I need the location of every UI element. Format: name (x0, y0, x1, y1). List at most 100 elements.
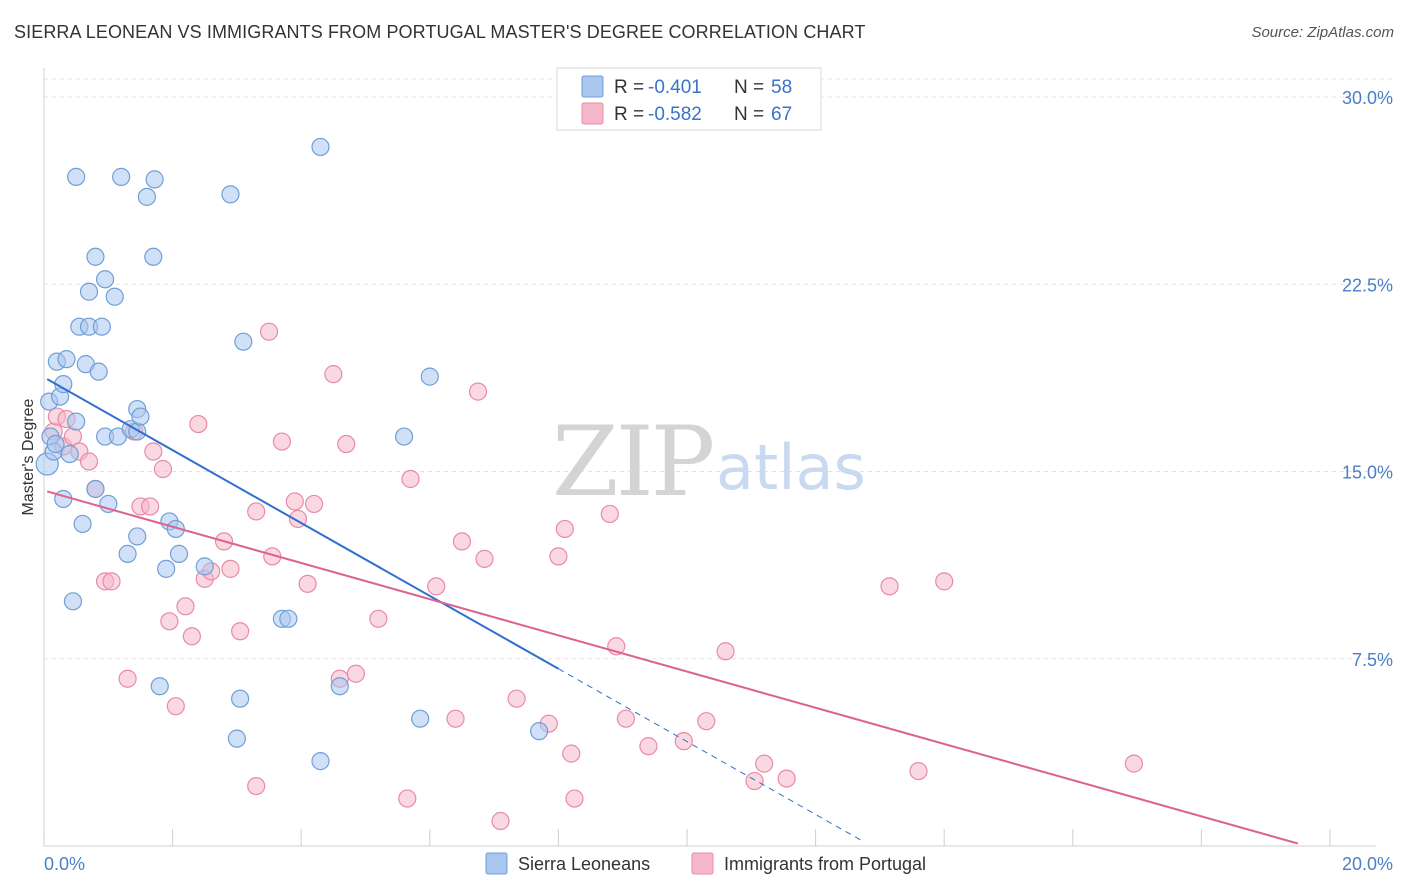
point-portugal-63 (777, 769, 796, 788)
point-portugal-66 (935, 572, 954, 591)
point-portugal-59 (697, 712, 716, 731)
point-portugal-40 (398, 789, 417, 808)
trend-line-sierra-leoneans (46, 378, 559, 670)
legend-r-value-blue: -0.401 (648, 77, 702, 98)
point-portugal-58 (674, 732, 693, 751)
legend-swatch-blue (581, 75, 604, 98)
legend-n-value-pink: 67 (771, 104, 792, 125)
point-sierra-leonean-35 (137, 187, 156, 206)
point-sierra-leonean-26 (105, 287, 124, 306)
legend-r-value-pink: -0.582 (648, 104, 702, 125)
bottom-legend-swatch-pink (691, 852, 714, 875)
y-tick-labels: 7.5% 15.0% 22.5% 30.0% (1342, 88, 1393, 670)
point-portugal-50 (549, 547, 568, 566)
point-sierra-leonean-41 (166, 519, 185, 539)
point-portugal-27 (247, 502, 266, 521)
point-sierra-leonean-23 (95, 270, 115, 289)
point-sierra-leonean-36 (144, 247, 163, 266)
bottom-legend-label-sierra-leoneans: Sierra Leoneans (518, 854, 650, 874)
point-portugal-33 (298, 574, 317, 593)
point-portugal-62 (755, 754, 774, 773)
bottom-legend-label-immigrants-from-portugal: Immigrants from Portugal (724, 854, 926, 874)
point-portugal-52 (562, 744, 581, 763)
point-portugal-10 (118, 669, 137, 688)
point-portugal-25 (231, 622, 250, 641)
point-portugal-13 (140, 497, 160, 516)
point-portugal-43 (446, 709, 465, 728)
trend-lines (46, 378, 1299, 845)
point-portugal-6 (79, 452, 99, 471)
point-sierra-leonean-9 (57, 350, 76, 369)
point-portugal-56 (616, 709, 636, 728)
point-portugal-9 (102, 572, 121, 591)
chart-title: SIERRA LEONEAN VS IMMIGRANTS FROM PORTUG… (14, 22, 866, 42)
series-immigrants-from-portugal (44, 322, 1143, 831)
point-portugal-16 (160, 612, 179, 631)
point-portugal-67 (1124, 754, 1143, 773)
x-tick-label-max: 20.0% (1342, 854, 1393, 874)
legend-swatch-pink (581, 102, 604, 125)
point-sierra-leonean-15 (73, 514, 92, 534)
point-sierra-leonean-11 (63, 592, 83, 611)
point-portugal-57 (639, 737, 658, 756)
point-portugal-34 (304, 494, 324, 514)
grid-lines (44, 78, 1393, 660)
point-sierra-leonean-32 (128, 527, 147, 546)
point-portugal-61 (745, 771, 764, 791)
point-sierra-leonean-55 (420, 367, 439, 386)
point-portugal-28 (259, 322, 279, 341)
point-sierra-leonean-12 (67, 167, 86, 186)
point-portugal-18 (176, 597, 195, 616)
point-sierra-leonean-13 (67, 412, 86, 431)
point-sierra-leonean-31 (128, 422, 147, 441)
point-portugal-41 (401, 469, 420, 489)
point-sierra-leonean-51 (311, 752, 330, 771)
trend-line-immigrants-from-portugal (46, 490, 1299, 845)
watermark-atlas: atlas (716, 431, 866, 504)
y-axis-title: Master's Degree (20, 398, 37, 515)
point-sierra-leonean-44 (221, 185, 240, 204)
point-sierra-leonean-49 (279, 609, 298, 628)
point-portugal-37 (337, 434, 356, 454)
point-portugal-53 (565, 789, 584, 808)
watermark: ZIP atlas (552, 406, 866, 518)
legend: R = -0.401 N = 58 R = -0.582 N = 67 (556, 67, 822, 131)
point-portugal-14 (144, 442, 163, 461)
y-tick-label-2: 22.5% (1342, 275, 1393, 295)
y-tick-label-3: 30.0% (1342, 88, 1393, 108)
point-portugal-60 (716, 642, 735, 661)
point-portugal-44 (452, 532, 472, 551)
point-portugal-46 (475, 549, 494, 568)
trend-line-sierra-leoneans-extension (558, 668, 865, 843)
x-tick-label-min: 0.0% (44, 854, 85, 874)
point-sierra-leonean-29 (118, 544, 137, 563)
point-sierra-leonean-17 (79, 282, 99, 301)
point-sierra-leonean-42 (169, 544, 189, 563)
point-portugal-15 (153, 459, 173, 479)
point-portugal-31 (285, 492, 304, 511)
point-sierra-leonean-39 (157, 559, 176, 578)
point-portugal-24 (221, 559, 240, 578)
point-sierra-leonean-56 (530, 722, 549, 741)
point-portugal-20 (189, 414, 208, 434)
y-tick-label-0: 7.5% (1352, 650, 1393, 670)
legend-n-label-blue: N = (734, 77, 764, 98)
point-portugal-17 (166, 697, 185, 716)
point-sierra-leonean-28 (112, 167, 131, 186)
legend-r-label-blue: R = (614, 77, 644, 98)
point-sierra-leonean-43 (195, 557, 214, 576)
point-portugal-64 (880, 577, 899, 596)
bottom-legend: Sierra Leoneans Immigrants from Portugal (485, 852, 926, 875)
point-portugal-38 (346, 664, 365, 683)
point-sierra-leonean-8 (54, 489, 73, 509)
y-tick-label-1: 15.0% (1342, 463, 1393, 483)
legend-n-label-pink: N = (734, 104, 764, 125)
point-portugal-45 (468, 382, 488, 401)
point-portugal-42 (427, 577, 446, 596)
point-portugal-65 (909, 761, 928, 781)
legend-n-value-blue: 58 (771, 77, 792, 98)
point-sierra-leonean-52 (330, 677, 349, 696)
series-sierra-leoneans (35, 137, 549, 771)
point-sierra-leonean-37 (145, 170, 164, 189)
